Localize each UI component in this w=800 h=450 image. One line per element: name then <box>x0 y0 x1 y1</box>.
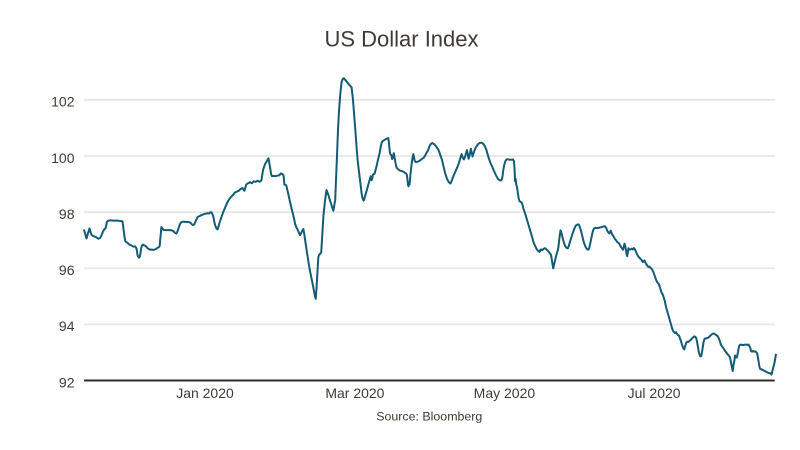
svg-text:Jul 2020: Jul 2020 <box>628 385 681 401</box>
svg-text:US Dollar Index: US Dollar Index <box>324 27 478 52</box>
svg-text:102: 102 <box>51 94 75 110</box>
svg-text:May 2020: May 2020 <box>474 385 536 401</box>
svg-text:94: 94 <box>59 318 75 334</box>
svg-text:Jan 2020: Jan 2020 <box>176 385 234 401</box>
svg-text:96: 96 <box>59 262 75 278</box>
svg-text:100: 100 <box>51 150 75 166</box>
svg-text:98: 98 <box>59 206 75 222</box>
svg-text:Mar 2020: Mar 2020 <box>325 385 384 401</box>
svg-text:Source: Bloomberg: Source: Bloomberg <box>376 410 482 424</box>
svg-text:92: 92 <box>59 374 75 390</box>
